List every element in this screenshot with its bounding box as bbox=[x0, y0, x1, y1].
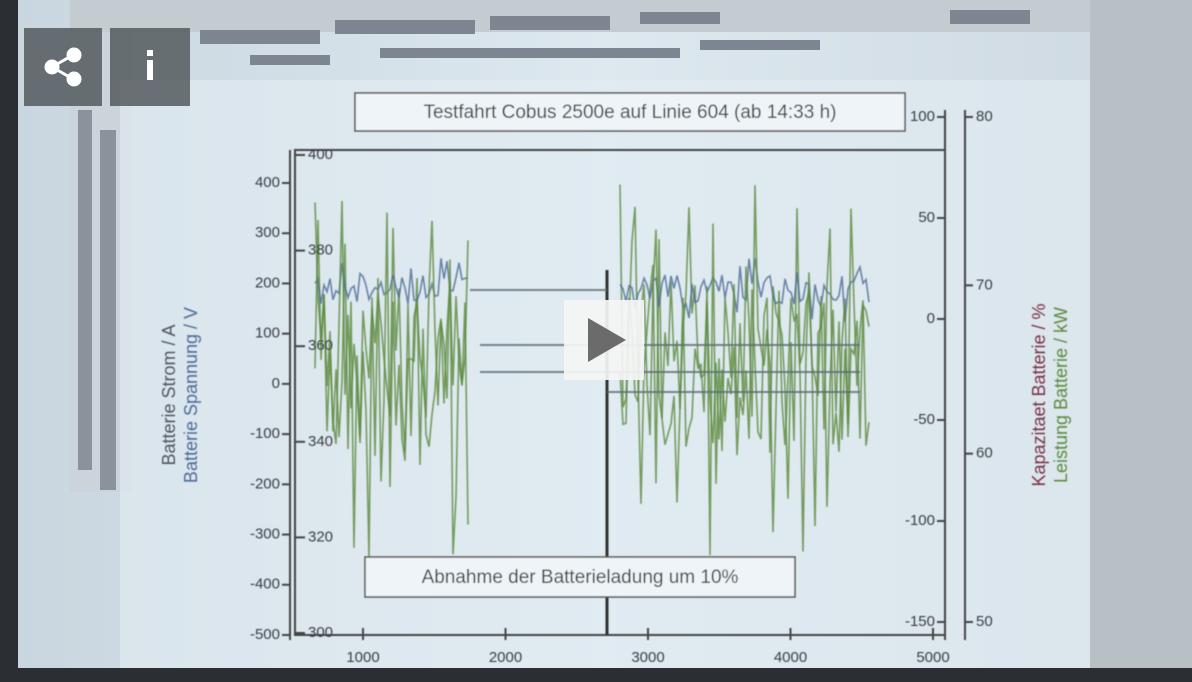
annotation-box bbox=[364, 556, 796, 598]
title-box bbox=[354, 92, 906, 132]
side-toolbar-icons bbox=[78, 110, 116, 490]
y-axis-label: Batterie Spannung / V bbox=[181, 307, 201, 483]
y2-tick-label: 70 bbox=[976, 276, 993, 293]
y2-tick-label: 0 bbox=[927, 310, 935, 327]
y-axis-label: Batterie Strom / A bbox=[159, 324, 179, 465]
share-background[interactable] bbox=[24, 28, 102, 106]
y-tick-label: 300 bbox=[255, 224, 280, 241]
annotation: Abnahme der Batterieladung um 10% bbox=[422, 567, 739, 588]
y-tick-label: 400 bbox=[308, 146, 333, 163]
y2-tick-label: 80 bbox=[976, 108, 993, 125]
x-tick-label: 4000 bbox=[774, 649, 807, 666]
y2-axis-label: Leistung Batterie / kW bbox=[1051, 307, 1071, 483]
x-tick-label: 3000 bbox=[631, 649, 664, 666]
y-tick-label: -400 bbox=[250, 576, 280, 593]
y2-tick-label: 50 bbox=[918, 209, 935, 226]
y-tick-label: 0 bbox=[272, 375, 280, 392]
y-tick-label: 320 bbox=[308, 528, 333, 545]
y-tick-label: -300 bbox=[250, 526, 280, 543]
x-tick-label: 5000 bbox=[916, 649, 949, 666]
info-icon[interactable] bbox=[147, 50, 153, 56]
y2-tick-label: 50 bbox=[976, 613, 993, 630]
y-tick-label: -200 bbox=[250, 475, 280, 492]
signal-traces bbox=[314, 184, 870, 557]
y-tick-label: 360 bbox=[308, 337, 333, 354]
toolbar-icons bbox=[200, 10, 1030, 65]
y-tick-label: -100 bbox=[250, 425, 280, 442]
x-tick-label: 2000 bbox=[489, 649, 522, 666]
y-tick-label: 340 bbox=[308, 433, 333, 450]
share-button[interactable] bbox=[24, 28, 102, 106]
y2-tick-label: -150 bbox=[905, 613, 935, 630]
y-tick-label: 300 bbox=[308, 624, 333, 641]
info-button[interactable] bbox=[110, 28, 190, 106]
play-icon[interactable] bbox=[588, 318, 626, 362]
y-tick-label: 400 bbox=[255, 174, 280, 191]
y-tick-label: 380 bbox=[308, 242, 333, 259]
y2-tick-label: 60 bbox=[976, 445, 993, 462]
y-tick-label: -500 bbox=[250, 626, 280, 643]
chart-title: Testfahrt Cobus 2500e auf Linie 604 (ab … bbox=[423, 102, 836, 123]
share-icon[interactable] bbox=[44, 47, 82, 87]
y2-tick-label: 100 bbox=[910, 108, 935, 125]
y-tick-label: 100 bbox=[255, 325, 280, 342]
y2-tick-label: -100 bbox=[905, 512, 935, 529]
y-tick-label: 200 bbox=[255, 274, 280, 291]
side-panel bbox=[1090, 0, 1192, 668]
y2-axis-label: Kapazitaet Batterie / % bbox=[1029, 303, 1049, 486]
signal-trace bbox=[619, 185, 870, 556]
signal-trace bbox=[314, 200, 469, 557]
info-icon[interactable] bbox=[147, 60, 153, 80]
signal-trace bbox=[314, 219, 469, 548]
y2-tick-label: -50 bbox=[913, 411, 935, 428]
x-tick-label: 1000 bbox=[346, 649, 379, 666]
plot: Testfahrt Cobus 2500e auf Linie 604 (ab … bbox=[159, 92, 1071, 666]
play-button[interactable] bbox=[564, 300, 644, 380]
